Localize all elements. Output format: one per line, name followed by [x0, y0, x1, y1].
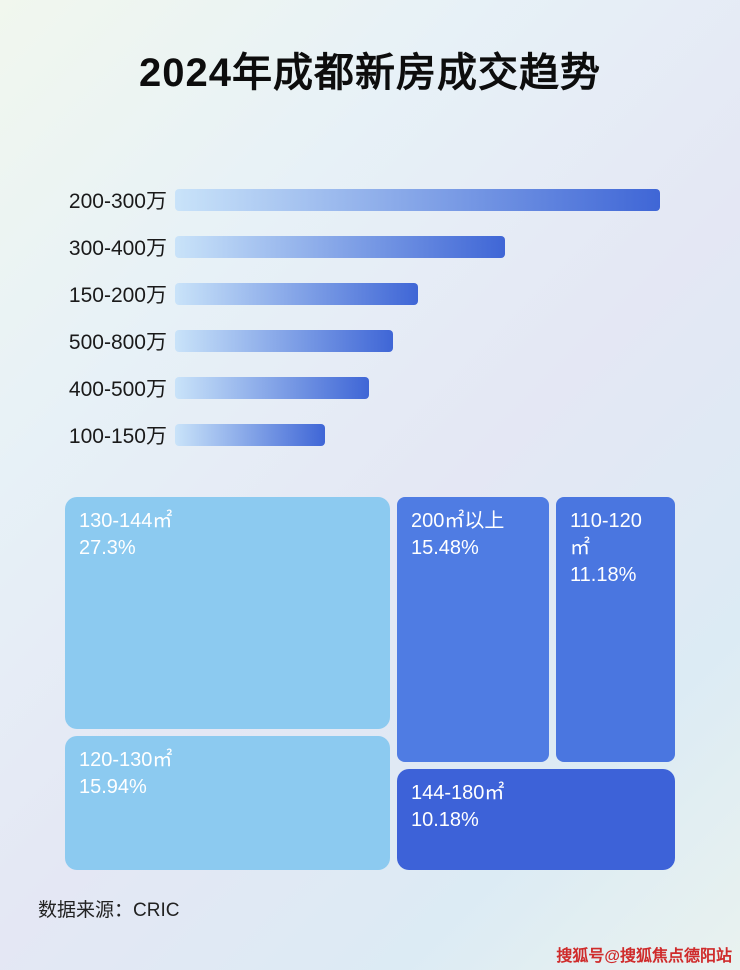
- bar-track: [175, 423, 660, 446]
- tile-label: 144-180㎡: [411, 782, 505, 804]
- tile-label: 200㎡以上: [411, 510, 505, 532]
- tile-label: 130-144㎡: [79, 510, 173, 532]
- bar: [175, 235, 505, 258]
- bar-category-label: 200-300万: [68, 189, 167, 213]
- tile-value: 27.3%: [79, 537, 136, 559]
- bar-category-label: 500-800万: [68, 330, 167, 354]
- bar-track: [175, 188, 660, 211]
- treemap-tile: 200㎡以上 15.48%: [397, 497, 549, 762]
- treemap-tile: 130-144㎡ 27.3%: [65, 497, 390, 729]
- bar: [175, 282, 418, 305]
- bar-track: [175, 282, 660, 305]
- bar-chart: 200-300万 300-400万 150-200万 500-800万 400-500万…: [0, 176, 740, 458]
- bar: [175, 423, 326, 446]
- bar-track: [175, 235, 660, 258]
- treemap-tile: 110-120㎡ 11.18%: [556, 497, 675, 762]
- bar-category-label: 300-400万: [68, 236, 167, 260]
- data-source-label: 数据来源：CRIC: [38, 900, 180, 921]
- tile-label: 120-130㎡: [79, 749, 173, 771]
- bar: [175, 376, 369, 399]
- bar-track: [175, 376, 660, 399]
- page-title: 2024年成都新房成交趋势: [139, 51, 601, 95]
- bar-track: [175, 329, 660, 352]
- tile-value: 10.18%: [411, 809, 479, 831]
- bar-row: 400-500万: [55, 364, 740, 411]
- bar: [175, 329, 394, 352]
- treemap-tile: 120-130㎡ 15.94%: [65, 736, 390, 870]
- bar-category-label: 400-500万: [68, 377, 167, 401]
- bar-row: 300-400万: [55, 223, 740, 270]
- bar-row: 200-300万: [55, 176, 740, 223]
- watermark-text: 搜狐号@搜狐焦点德阳站: [556, 948, 732, 965]
- bar: [175, 188, 660, 211]
- bar-row: 500-800万: [55, 317, 740, 364]
- bar-category-label: 150-200万: [68, 283, 167, 307]
- bar-row: 100-150万: [55, 411, 740, 458]
- bar-row: 150-200万: [55, 270, 740, 317]
- treemap-tile: 144-180㎡ 10.18%: [397, 769, 675, 870]
- treemap: 130-144㎡ 27.3% 200㎡以上 15.48% 110-120㎡ 11.18% 1…: [65, 497, 675, 870]
- bar-category-label: 100-150万: [68, 424, 167, 448]
- tile-value: 15.94%: [79, 776, 147, 798]
- tile-label: 110-120㎡: [570, 510, 642, 559]
- tile-value: 15.48%: [411, 537, 479, 559]
- tile-value: 11.18%: [570, 564, 637, 586]
